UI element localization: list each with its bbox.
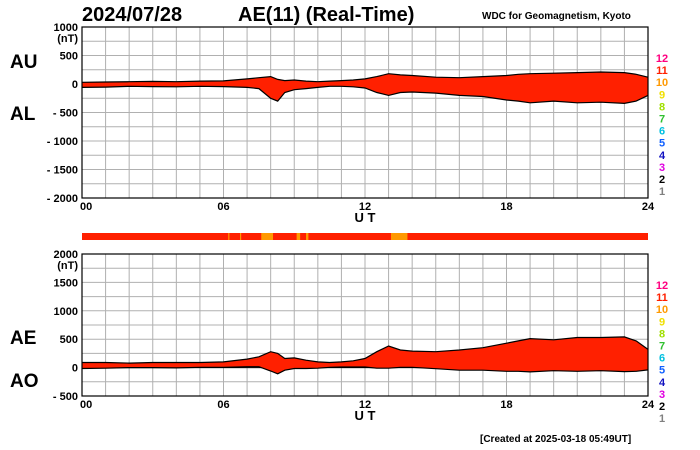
lower-ao-line	[81, 366, 649, 375]
station-status-strip	[82, 233, 648, 240]
upper-y-tick-label: - 2000	[47, 193, 78, 205]
lower-x-tick-label: 12	[359, 399, 371, 411]
index-title: AE(11) (Real-Time)	[238, 4, 415, 26]
lower-station-count-2: 2	[659, 401, 665, 413]
lower-station-count-4: 4	[659, 377, 666, 389]
upper-station-count-11: 11	[656, 65, 668, 77]
upper-x-tick-label: 12	[359, 201, 371, 213]
upper-station-count-10: 10	[656, 77, 668, 89]
ae-label: AE	[10, 328, 37, 349]
au-label: AU	[10, 52, 38, 73]
lower-station-count-6: 6	[659, 353, 665, 365]
lower-station-count-1: 1	[659, 413, 665, 425]
upper-station-count-2: 2	[659, 174, 665, 186]
lower-plot-frame	[81, 253, 649, 397]
upper-station-count-4: 4	[659, 150, 666, 162]
al-label: AL	[10, 104, 36, 125]
upper-x-tick-label: 06	[217, 201, 229, 213]
upper-y-tick-label: 1000	[54, 22, 78, 34]
upper-x-tick-label: 00	[80, 201, 92, 213]
station-status-segment	[390, 233, 408, 240]
upper-station-count-1: 1	[659, 186, 665, 198]
upper-x-tick-label: 18	[500, 201, 512, 213]
lower-x-tick-label: 24	[642, 399, 655, 411]
upper-au-line	[81, 71, 649, 83]
lower-station-count-10: 10	[656, 304, 668, 316]
lower-activity-area	[82, 336, 648, 374]
upper-al-line	[81, 85, 649, 105]
lower-station-count-11: 11	[656, 292, 668, 304]
upper-y-tick-label: 500	[60, 51, 78, 63]
lower-station-count-8: 8	[659, 328, 665, 340]
lower-x-tick-label: 00	[80, 399, 92, 411]
upper-x-axis-title: U T	[355, 210, 376, 225]
lower-y-tick-label: 1500	[54, 277, 78, 289]
upper-station-count-3: 3	[659, 162, 665, 174]
lower-x-axis-title: U T	[355, 408, 376, 423]
upper-station-count-5: 5	[659, 138, 665, 150]
lower-y-tick-label: 2000	[54, 249, 78, 261]
upper-x-tick-label: 24	[642, 201, 655, 213]
upper-y-tick-label: - 500	[53, 108, 78, 120]
upper-unit-label: (nT)	[57, 33, 78, 45]
lower-ae-line	[82, 336, 649, 364]
lower-y-tick-label: 500	[60, 334, 78, 346]
upper-station-count-6: 6	[659, 126, 665, 138]
upper-station-count-7: 7	[659, 114, 665, 126]
created-timestamp: [Created at 2025-03-18 05:49UT]	[480, 434, 632, 445]
station-status-segment	[296, 233, 301, 240]
lower-station-count-12: 12	[656, 280, 668, 292]
source-label: WDC for Geomagnetism, Kyoto	[482, 11, 631, 22]
lower-y-tick-label: - 500	[53, 391, 78, 403]
lower-station-count-9: 9	[659, 316, 665, 328]
date-title: 2024/07/28	[82, 4, 183, 26]
upper-station-count-8: 8	[659, 101, 665, 113]
upper-y-tick-label: - 1000	[47, 136, 78, 148]
station-status-segment	[306, 233, 309, 240]
upper-station-count-12: 12	[656, 53, 668, 65]
lower-station-count-7: 7	[659, 341, 665, 353]
lower-x-tick-label: 06	[217, 399, 229, 411]
lower-station-count-5: 5	[659, 365, 665, 377]
station-status-segment	[261, 233, 274, 240]
ao-label: AO	[10, 371, 39, 392]
lower-y-tick-label: 1000	[54, 306, 78, 318]
lower-station-count-3: 3	[659, 389, 665, 401]
upper-y-tick-label: 0	[72, 79, 78, 91]
lower-y-tick-label: 0	[72, 363, 78, 375]
lower-x-tick-label: 18	[500, 399, 512, 411]
station-status-segment	[240, 233, 242, 240]
upper-y-tick-label: - 1500	[47, 165, 78, 177]
upper-station-count-9: 9	[659, 89, 665, 101]
upper-plot-frame	[81, 26, 649, 199]
lower-unit-label: (nT)	[57, 260, 78, 272]
station-status-segment	[228, 233, 230, 240]
